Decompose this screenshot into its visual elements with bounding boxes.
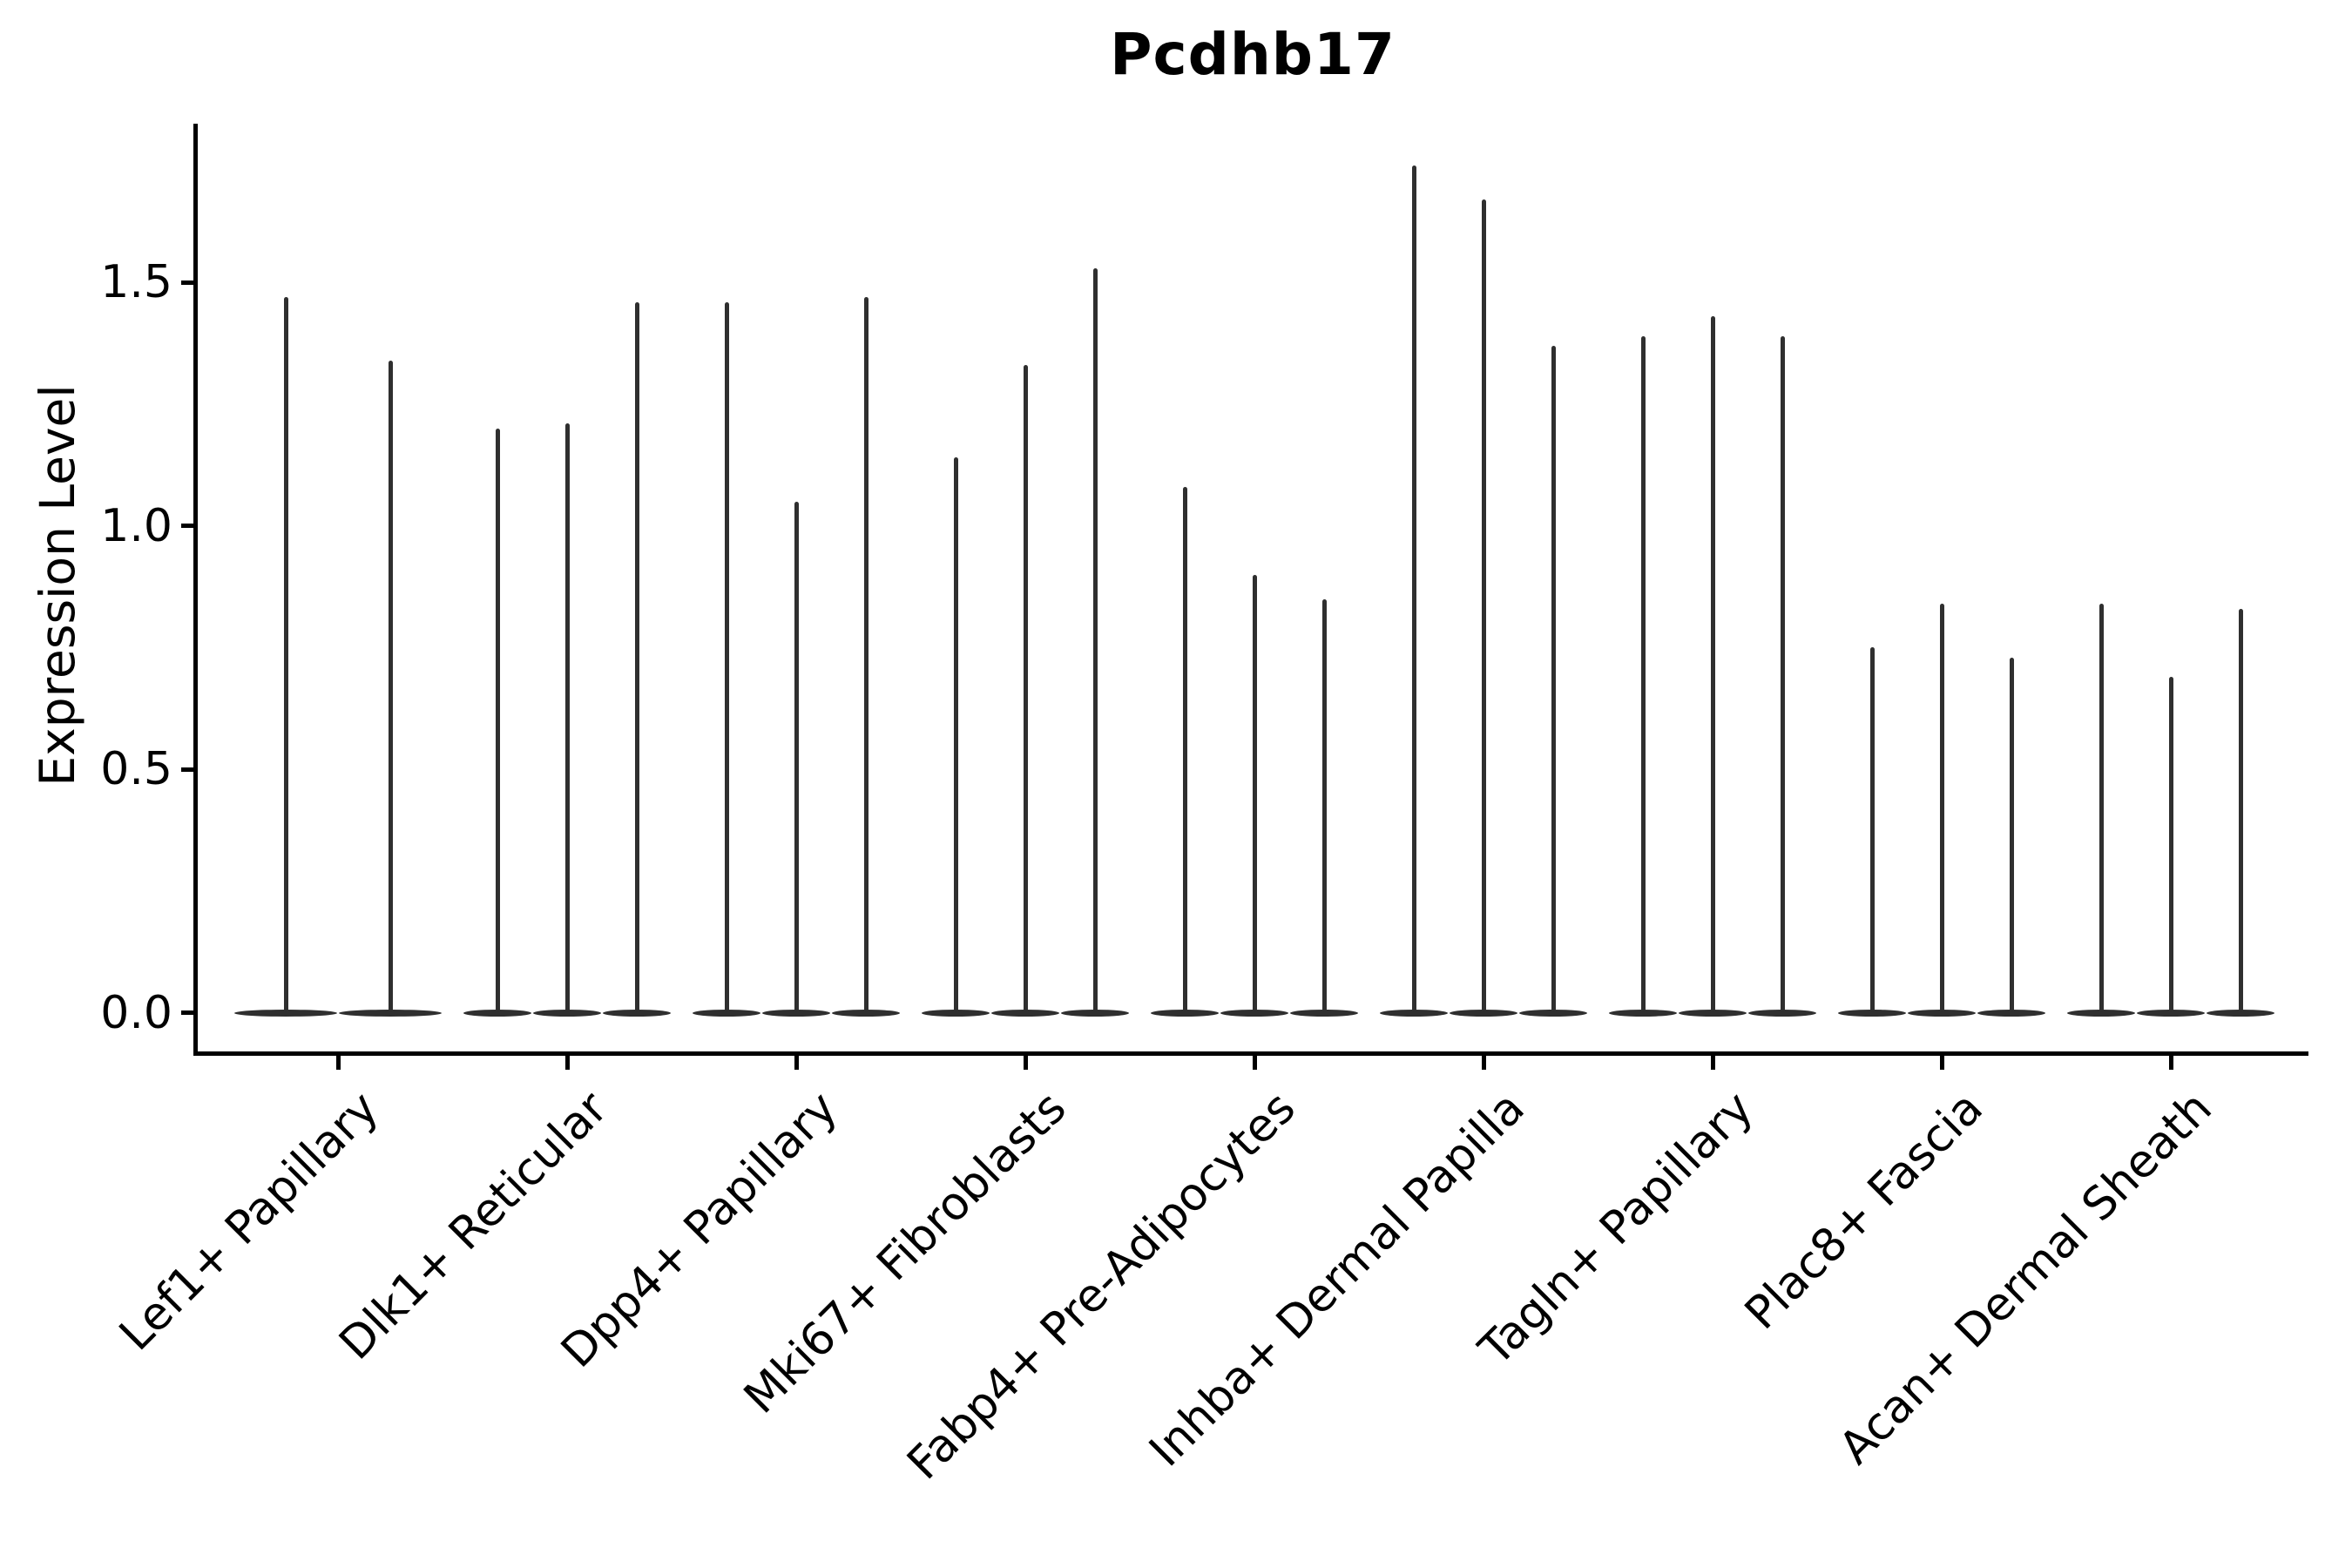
x-tick xyxy=(1710,1055,1715,1070)
y-tick-label: 0.5 xyxy=(100,743,172,796)
x-axis-spine xyxy=(193,1051,2308,1056)
violin-spike xyxy=(863,297,868,1013)
violin-spike xyxy=(1321,598,1327,1013)
x-tick-label: Acan+ Dermal Sheath xyxy=(1828,1082,2222,1475)
violin-base xyxy=(2067,1009,2135,1017)
y-axis-label: Expression Level xyxy=(30,384,85,787)
violin-base xyxy=(234,1009,337,1017)
violin-base xyxy=(1609,1009,1677,1017)
violin-base xyxy=(1151,1009,1219,1017)
x-tick xyxy=(1481,1055,1486,1070)
violin-spike xyxy=(2238,608,2243,1013)
violin-spike xyxy=(1481,199,1486,1013)
y-tick xyxy=(181,524,193,529)
violin-base xyxy=(922,1009,990,1017)
violin-spike xyxy=(1411,166,1416,1013)
violin-spike xyxy=(953,457,958,1013)
y-tick xyxy=(181,767,193,772)
x-tick xyxy=(794,1055,799,1070)
violin-base xyxy=(1290,1009,1358,1017)
violin-base xyxy=(832,1009,900,1017)
violin-spike xyxy=(1252,574,1257,1013)
y-tick-label: 0.0 xyxy=(100,986,172,1039)
violin-spike xyxy=(1092,267,1098,1013)
violin-base xyxy=(339,1009,442,1017)
violin-base xyxy=(1061,1009,1129,1017)
violin-spike xyxy=(564,423,570,1013)
y-tick xyxy=(181,1010,193,1015)
x-tick-label: Plac8+ Fascia xyxy=(1734,1082,1993,1340)
x-tick xyxy=(1252,1055,1257,1070)
violin-spike xyxy=(1182,486,1187,1013)
violin-base xyxy=(2207,1009,2274,1017)
violin-spike xyxy=(724,301,729,1013)
x-tick xyxy=(564,1055,570,1070)
violin-spike xyxy=(1640,335,1646,1013)
violin-spike xyxy=(2168,676,2173,1013)
violin-base xyxy=(1748,1009,1816,1017)
violin-spike xyxy=(1869,647,1875,1013)
plot-title: Pcdhb17 xyxy=(1110,21,1396,88)
violin-base xyxy=(1380,1009,1448,1017)
violin-spike xyxy=(794,501,799,1013)
violin-base xyxy=(693,1009,760,1017)
x-tick xyxy=(1939,1055,1944,1070)
violin-base xyxy=(991,1009,1059,1017)
violin-base xyxy=(1838,1009,1906,1017)
violin-spike xyxy=(634,301,639,1013)
violin-spike xyxy=(388,360,393,1013)
x-tick xyxy=(335,1055,341,1070)
violin-base xyxy=(463,1009,531,1017)
y-tick-label: 1.0 xyxy=(100,499,172,552)
violin-base xyxy=(1519,1009,1587,1017)
violin-spike xyxy=(1939,604,1944,1013)
violin-base xyxy=(1220,1009,1288,1017)
violin-base xyxy=(1908,1009,1976,1017)
x-tick xyxy=(2168,1055,2173,1070)
violin-spike xyxy=(2099,604,2104,1013)
violin-spike xyxy=(495,428,500,1013)
violin-spike xyxy=(1551,345,1556,1013)
violin-base xyxy=(2137,1009,2205,1017)
violin-base xyxy=(1450,1009,1517,1017)
violin-spike xyxy=(2009,657,2014,1013)
y-axis-spine xyxy=(193,124,198,1056)
x-tick-label: Fabp4+ Pre-Adipocytes xyxy=(897,1082,1306,1490)
violin-base xyxy=(603,1009,671,1017)
violin-base xyxy=(1679,1009,1747,1017)
x-tick-label: Inhba+ Dermal Papilla xyxy=(1139,1082,1535,1477)
violin-base xyxy=(762,1009,830,1017)
violin-spike xyxy=(1023,365,1028,1013)
violin-spike xyxy=(283,297,288,1013)
violin-base xyxy=(1977,1009,2045,1017)
violin-spike xyxy=(1780,335,1785,1013)
violin-spike xyxy=(1710,316,1715,1013)
y-tick-label: 1.5 xyxy=(100,256,172,309)
y-tick xyxy=(181,280,193,285)
violin-base xyxy=(533,1009,601,1017)
x-tick xyxy=(1023,1055,1028,1070)
